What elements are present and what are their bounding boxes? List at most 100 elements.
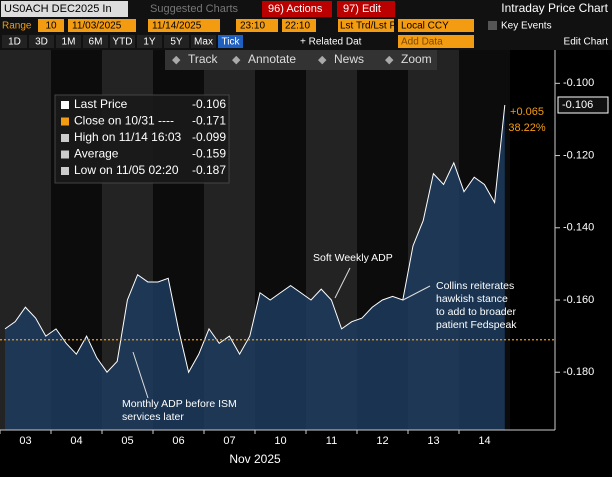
last-price-label: -0.106 [562,99,593,111]
period-label: 1Y [143,37,156,48]
price-area [5,105,505,430]
end-time: 22:10 [285,21,310,32]
x-tick-label: 03 [19,435,31,447]
annotation: patient Fedspeak [436,319,517,331]
stime-box[interactable] [236,19,278,32]
legend-swatch [61,134,69,142]
x-tick-label: 13 [427,435,439,447]
period-btn[interactable] [164,35,189,48]
period-btn[interactable] [191,35,216,48]
last-price-box [557,96,609,114]
period-btn[interactable] [56,35,81,48]
annotation-arrow [132,351,149,399]
change-pct: 38.22% [508,122,546,134]
add-data: Add Data [401,37,443,48]
annotation: to add to broader [436,306,516,318]
annotation-arrow [402,285,431,301]
annotation: hawkish stance [436,293,508,305]
edit-btn[interactable] [337,1,395,17]
x-axis-label: Nov 2025 [229,452,281,466]
range-value: 10 [45,21,57,32]
suggested[interactable]: Suggested Charts [150,3,239,15]
axis-bg [555,50,612,477]
field-box[interactable] [338,19,394,32]
window-title: Intraday Price Chart [501,1,608,15]
tool-icon: ◆ [385,54,394,66]
annotation: Soft Weekly ADP [313,252,393,264]
ticker: US0ACH DEC2025 In [4,3,112,15]
x-tick-label: 06 [172,435,184,447]
start-date: 11/03/2025 [72,21,122,32]
tools-bar [165,50,437,70]
x-tick-label: 10 [274,435,286,447]
period-label: YTD [113,37,133,48]
period-btn[interactable] [83,35,108,48]
period-label: 6M [89,37,103,48]
key-events: Key Events [501,21,552,32]
range-box[interactable] [38,19,64,32]
tool[interactable]: Zoom [401,52,432,66]
legend-label: Last Price [74,97,128,111]
period-buttons: 1D 3D 1M 6M YTD 1Y 5Y Max Tick [2,35,243,48]
legend-swatch [61,117,69,126]
end-date: 11/14/2025 [152,21,202,32]
x-tick-label: 04 [70,435,82,447]
legend-label: Close on 10/31 ---- [74,114,174,128]
range-label: Range [2,21,32,32]
x-tick-label: 11 [326,435,337,447]
legend-swatch [61,167,69,175]
legend-label: Low on 11/05 02:20 [74,163,179,177]
tool-icon: ◆ [172,54,181,66]
period-label: Tick [222,37,241,48]
legend-value: -0.171 [192,114,226,128]
period-btn[interactable] [137,35,162,48]
period-btn[interactable] [29,35,54,48]
etime-box[interactable] [282,19,316,32]
period-label: Max [194,37,213,48]
actions: 96) Actions [268,3,323,15]
legend-swatch [61,150,69,159]
edit-chart[interactable]: Edit Chart [564,37,609,48]
change: +0.065 [510,106,544,118]
annotation: Collins reiterates [436,280,514,292]
legend-value: -0.106 [192,97,226,111]
x-tick-label: 14 [478,435,490,447]
tool[interactable]: Annotate [248,52,296,66]
annotation: services later [122,411,184,423]
legend-value: -0.099 [192,130,226,144]
currency: Local CCY [401,21,449,32]
legend-label: Average [74,147,119,161]
y-tick-label: -0.120 [563,149,594,161]
period-btn[interactable] [110,35,135,48]
y-tick-label: -0.140 [563,222,594,234]
tool-icon: ◆ [232,54,241,66]
checkbox[interactable] [488,21,497,30]
period-btn[interactable] [2,35,27,48]
legend-value: -0.159 [192,147,226,161]
start-time: 23:10 [240,21,265,32]
x-tick-label: 12 [376,435,388,447]
start-box[interactable] [68,19,136,32]
annotation: Monthly ADP before ISM [122,398,237,410]
legend-value: -0.187 [192,163,226,177]
actions-btn[interactable] [262,1,332,17]
related[interactable]: + Related Dat [300,37,362,48]
ticker-box[interactable] [1,1,128,17]
period-btn[interactable] [218,35,243,48]
legend-box [54,94,230,184]
ccy-box[interactable] [398,19,474,32]
annotation-arrow [334,267,351,299]
y-tick-label: -0.160 [563,294,594,306]
y-tick-label: -0.180 [563,366,594,378]
legend-swatch [61,101,69,109]
end-box[interactable] [148,19,220,32]
period-label: 5Y [170,37,183,48]
period-label: 1D [8,37,21,48]
tool[interactable]: Track [188,52,219,66]
tool[interactable]: News [334,52,364,66]
legend-label: High on 11/14 16:03 [74,130,182,144]
period-label: 3D [35,37,48,48]
add-data-box[interactable] [398,35,474,48]
field: Lst Trd/Lst P [340,21,396,32]
